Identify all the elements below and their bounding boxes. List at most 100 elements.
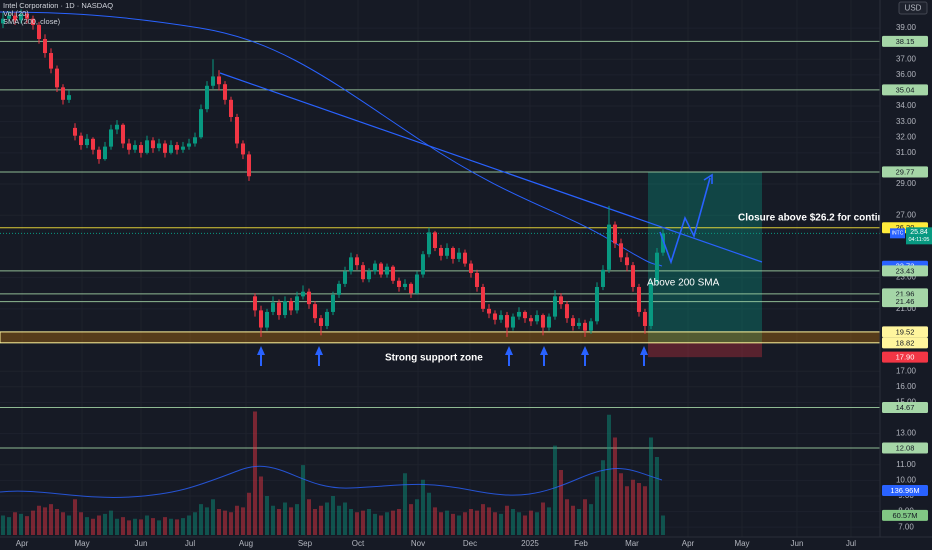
volume-bar bbox=[78, 512, 83, 535]
candle-body bbox=[288, 301, 293, 311]
volume-bar bbox=[378, 515, 383, 535]
volume-bar bbox=[108, 510, 113, 535]
volume-bar bbox=[336, 505, 341, 535]
volume-bar bbox=[582, 499, 587, 535]
candle-body bbox=[384, 266, 389, 275]
candle-body bbox=[630, 265, 635, 287]
volume-bar bbox=[426, 492, 431, 535]
volume-bar bbox=[12, 512, 17, 535]
candle-body bbox=[648, 282, 653, 326]
volume-bar bbox=[84, 517, 89, 535]
candle-body bbox=[186, 143, 191, 147]
volume-bar bbox=[18, 513, 23, 535]
countdown: 04:11:05 bbox=[908, 237, 929, 243]
x-tick-label: Aug bbox=[239, 539, 253, 548]
candle-body bbox=[66, 95, 71, 100]
y-tick-label: 36.00 bbox=[896, 70, 917, 79]
volume-bar bbox=[342, 502, 347, 535]
candle-body bbox=[228, 99, 233, 117]
candle-body bbox=[462, 252, 467, 264]
candle-body bbox=[192, 137, 197, 144]
y-tick-label: 16.00 bbox=[896, 382, 917, 391]
volume-bar bbox=[114, 518, 119, 535]
annotation: Closure above $26.2 for continuation bbox=[738, 213, 914, 224]
y-tick-label: 10.00 bbox=[896, 475, 917, 484]
candle-body bbox=[570, 318, 575, 326]
level-label: 17.90 bbox=[896, 353, 915, 362]
candle-body bbox=[204, 85, 209, 110]
level-label-box bbox=[882, 351, 928, 363]
volume-bar bbox=[90, 518, 95, 535]
volume-bar bbox=[30, 510, 35, 535]
candle-body bbox=[60, 87, 65, 100]
y-tick-label: 13.00 bbox=[896, 429, 917, 438]
volume-bar bbox=[594, 476, 599, 535]
volume-bar bbox=[516, 512, 521, 535]
level-label-box bbox=[882, 84, 928, 96]
candle-body bbox=[282, 301, 287, 316]
candle-body bbox=[114, 124, 119, 130]
x-tick-label: Apr bbox=[682, 539, 695, 548]
level-label: 38.15 bbox=[896, 37, 915, 46]
candle-body bbox=[660, 233, 665, 253]
position-box bbox=[648, 171, 762, 358]
candle-body bbox=[222, 84, 227, 100]
x-tick-label: Jun bbox=[791, 539, 804, 548]
volume-bar bbox=[126, 520, 131, 535]
candle-body bbox=[108, 129, 113, 147]
title: Intel Corporation · 1D · NASDAQ bbox=[3, 1, 113, 10]
y-tick-label: 17.00 bbox=[896, 366, 917, 375]
candles bbox=[0, 9, 665, 337]
x-tick-label: Sep bbox=[298, 539, 313, 548]
volume-bar bbox=[138, 519, 143, 535]
volume-bar bbox=[618, 473, 623, 535]
arrow bbox=[505, 346, 513, 366]
candle-body bbox=[150, 140, 155, 149]
support-zone bbox=[0, 331, 881, 344]
volume-label-box bbox=[882, 484, 928, 496]
level-label: 14.67 bbox=[896, 403, 915, 412]
volume-bar bbox=[210, 499, 215, 535]
volume-bar bbox=[528, 510, 533, 535]
y-tick-label: 32.00 bbox=[896, 132, 917, 141]
level-label: 35.04 bbox=[896, 85, 915, 94]
candle-body bbox=[552, 296, 557, 317]
volume-bar bbox=[654, 457, 659, 535]
candle-body bbox=[366, 271, 371, 280]
volume-bar bbox=[564, 499, 569, 535]
volume-bar bbox=[252, 411, 257, 535]
level-label-box bbox=[882, 265, 928, 277]
y-tick-label: 34.00 bbox=[896, 101, 917, 110]
volume-bar bbox=[204, 507, 209, 535]
candle-body bbox=[30, 18, 35, 25]
candle-body bbox=[534, 315, 539, 322]
candle-body bbox=[414, 274, 419, 294]
volume-bar bbox=[60, 512, 65, 535]
candle-body bbox=[252, 296, 257, 311]
candle-body bbox=[408, 283, 413, 294]
volume-bar bbox=[132, 518, 137, 535]
level-label-box bbox=[882, 337, 928, 349]
candle-body bbox=[126, 143, 131, 150]
level-label: 26.20 bbox=[896, 223, 915, 232]
arrow bbox=[315, 346, 323, 366]
volume-bar bbox=[258, 476, 263, 535]
candle-body bbox=[420, 254, 425, 275]
candle-body bbox=[300, 291, 305, 297]
candle-body bbox=[618, 243, 623, 258]
annotation: Strong support zone bbox=[385, 353, 483, 364]
volume-bar bbox=[606, 414, 611, 535]
candle-body bbox=[18, 14, 23, 21]
volume-bar bbox=[270, 505, 275, 535]
x-tick-label: Jun bbox=[135, 539, 148, 548]
candle-body bbox=[642, 311, 647, 326]
volume-bar bbox=[624, 486, 629, 535]
last-price: 25.84 bbox=[910, 229, 928, 236]
candle-body bbox=[84, 138, 89, 146]
level-label-box bbox=[882, 35, 928, 47]
x-tick-label: Oct bbox=[352, 539, 365, 548]
symbol: INTC bbox=[892, 231, 904, 237]
candle-body bbox=[306, 291, 311, 305]
